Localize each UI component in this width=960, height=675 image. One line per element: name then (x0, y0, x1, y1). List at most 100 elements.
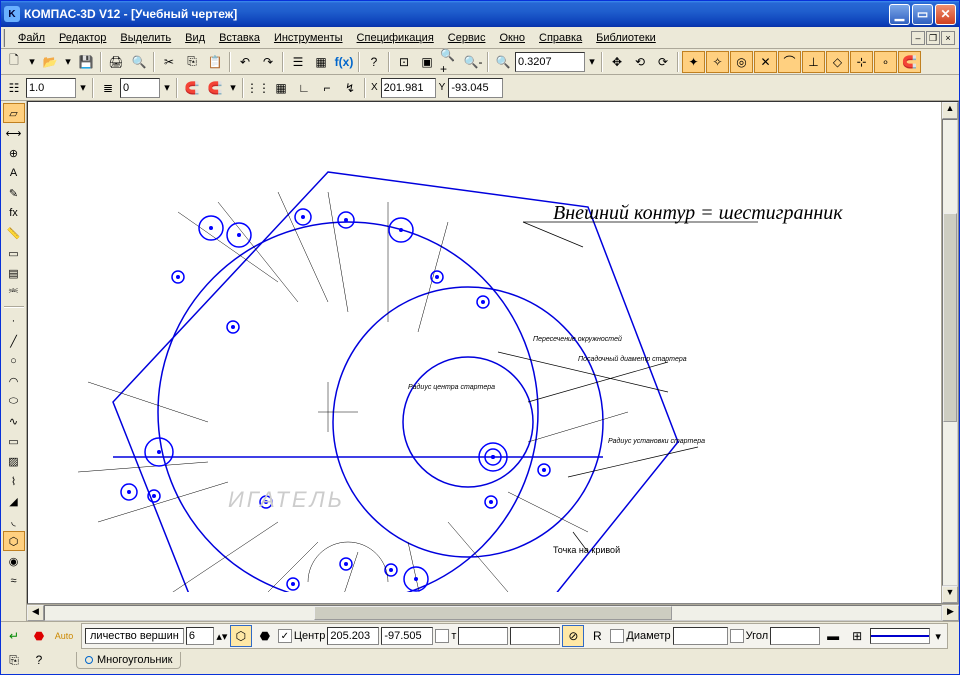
layer-icon[interactable]: ≣ (97, 77, 119, 99)
undo-button[interactable]: ↶ (234, 51, 256, 73)
zoom-realtime-button[interactable]: 🔍 (492, 51, 514, 73)
assoc-panel-icon[interactable]: ⎃ (3, 283, 25, 303)
menu-insert[interactable]: Вставка (212, 30, 267, 46)
snap-perp-button[interactable]: ⊥ (802, 51, 825, 73)
menu-tools[interactable]: Инструменты (267, 30, 350, 46)
open-button[interactable]: 📂 (39, 51, 61, 73)
pan-button[interactable]: ✥ (606, 51, 628, 73)
layer-field[interactable] (120, 78, 160, 98)
snap-center-button[interactable]: ◎ (730, 51, 753, 73)
lineweight-field[interactable] (26, 78, 76, 98)
stop-button[interactable]: ⬣ (28, 625, 50, 647)
rotate-button[interactable]: ⟲ (629, 51, 651, 73)
zoom-out-button[interactable]: 🔍- (462, 51, 484, 73)
close-button[interactable]: ✕ (935, 4, 956, 25)
inscribed-button[interactable]: ⬡ (230, 625, 252, 647)
tool-hatch[interactable]: ▨ (3, 451, 25, 471)
tool-contour[interactable]: ◉ (3, 551, 25, 571)
menu-spec[interactable]: Спецификация (350, 30, 441, 46)
angle-check[interactable] (730, 629, 744, 643)
geometry-panel-icon[interactable]: ▱ (3, 103, 25, 123)
snap-end-button[interactable]: ✦ (682, 51, 705, 73)
layers-button[interactable]: ▦ (310, 51, 332, 73)
save-button[interactable]: 💾 (75, 51, 97, 73)
properties-button[interactable]: ☰ (287, 51, 309, 73)
grid-lines[interactable]: ▦ (270, 77, 292, 99)
snap-toggle-button[interactable]: 🧲 (898, 51, 921, 73)
menu-edit[interactable]: Редактор (52, 30, 113, 46)
dims-panel-icon[interactable]: ⟷ (3, 123, 25, 143)
diameter-mode[interactable]: ⊘ (562, 625, 584, 647)
vertical-scrollbar[interactable]: ▲ ▼ (941, 102, 958, 603)
apply-button[interactable]: ↵ (3, 625, 25, 647)
menu-file[interactable]: Файл (11, 30, 52, 46)
mdi-restore[interactable]: ❐ (926, 31, 940, 45)
vertices-stepper[interactable]: ▴▾ (216, 630, 228, 643)
vars-button[interactable]: f(x) (333, 51, 355, 73)
menu-libs[interactable]: Библиотеки (589, 30, 663, 46)
menu-service[interactable]: Сервис (441, 30, 493, 46)
tool-fillet[interactable]: ◟ (3, 511, 25, 531)
snap-toggle2[interactable]: 🧲 (181, 77, 203, 99)
minimize-button[interactable]: ▁ (889, 4, 910, 25)
tool-chamfer[interactable]: ◢ (3, 491, 25, 511)
menu-help[interactable]: Справка (532, 30, 589, 46)
zoom-in-button[interactable]: 🔍+ (439, 51, 461, 73)
measure-panel-icon[interactable]: 📏 (3, 223, 25, 243)
help-button[interactable]: ? (28, 649, 50, 671)
zoom-window-button[interactable]: ⊡ (393, 51, 415, 73)
snap-tangent-button[interactable]: ⌒ (778, 51, 801, 73)
redraw-button[interactable]: ⟳ (652, 51, 674, 73)
spec-panel-icon[interactable]: ▤ (3, 263, 25, 283)
paste-button[interactable]: 📋 (204, 51, 226, 73)
tool-equidist[interactable]: ≈ (3, 571, 25, 591)
t-check[interactable] (435, 629, 449, 643)
drawing-canvas[interactable]: Внешний контур = шестигранник Точка на к… (27, 101, 959, 604)
zoom-fit-button[interactable]: ▣ (416, 51, 438, 73)
tool-spline[interactable]: ∿ (3, 411, 25, 431)
title-bar[interactable]: K КОМПАС-3D V12 - [Учебный чертеж] ▁ ▭ ✕ (1, 1, 959, 27)
select-panel-icon[interactable]: ▭ (3, 243, 25, 263)
preview-button[interactable]: 🔍 (128, 51, 150, 73)
snap-near-button[interactable]: ◇ (826, 51, 849, 73)
snap-intersect-button[interactable]: ✕ (754, 51, 777, 73)
local-cs[interactable]: ↯ (339, 77, 361, 99)
horizontal-scrollbar[interactable]: ◀ ▶ (27, 604, 959, 621)
snap-settings[interactable]: 🧲 (204, 77, 226, 99)
diameter-input[interactable] (673, 627, 728, 645)
copy-button[interactable]: ⎘ (181, 51, 203, 73)
text-panel-icon[interactable]: A (3, 163, 25, 183)
tool-line[interactable]: ╱ (3, 331, 25, 351)
center-x-input[interactable] (327, 627, 379, 645)
center-check[interactable]: ✓ (278, 629, 292, 643)
tool-polygon[interactable]: ⬡ (3, 531, 25, 551)
snap-point-button[interactable]: ∘ (874, 51, 897, 73)
menu-view[interactable]: Вид (178, 30, 212, 46)
menu-window[interactable]: Окно (492, 30, 532, 46)
tool-ellipse[interactable]: ⬭ (3, 391, 25, 411)
grid-dots[interactable]: ⋮⋮ (247, 77, 269, 99)
new-button[interactable]: 🗋 (3, 51, 25, 73)
style-button[interactable]: ▬ (822, 625, 844, 647)
center-y-input[interactable] (381, 627, 433, 645)
y-coord-field[interactable] (448, 78, 503, 98)
dia-check[interactable] (610, 629, 624, 643)
redo-button[interactable]: ↷ (257, 51, 279, 73)
tool-rect[interactable]: ▭ (3, 431, 25, 451)
round-icon[interactable]: ⌐ (316, 77, 338, 99)
dock-button[interactable]: ⎘ (3, 649, 25, 671)
tool-circle[interactable]: ○ (3, 351, 25, 371)
x-coord-field[interactable] (381, 78, 436, 98)
circumscribed-button[interactable]: ⬣ (254, 625, 276, 647)
menu-select[interactable]: Выделить (113, 30, 178, 46)
radius-mode[interactable]: R (586, 625, 608, 647)
help-cursor-button[interactable]: ? (363, 51, 385, 73)
symbols-panel-icon[interactable]: ⊕ (3, 143, 25, 163)
t1-input[interactable] (458, 627, 508, 645)
tool-arc[interactable]: ◠ (3, 371, 25, 391)
polygon-tab[interactable]: Многоугольник (76, 652, 181, 669)
cut-button[interactable]: ✂ (158, 51, 180, 73)
snap-grid-button[interactable]: ⊹ (850, 51, 873, 73)
snap-mid-button[interactable]: ✧ (706, 51, 729, 73)
ortho-icon[interactable]: ∟ (293, 77, 315, 99)
